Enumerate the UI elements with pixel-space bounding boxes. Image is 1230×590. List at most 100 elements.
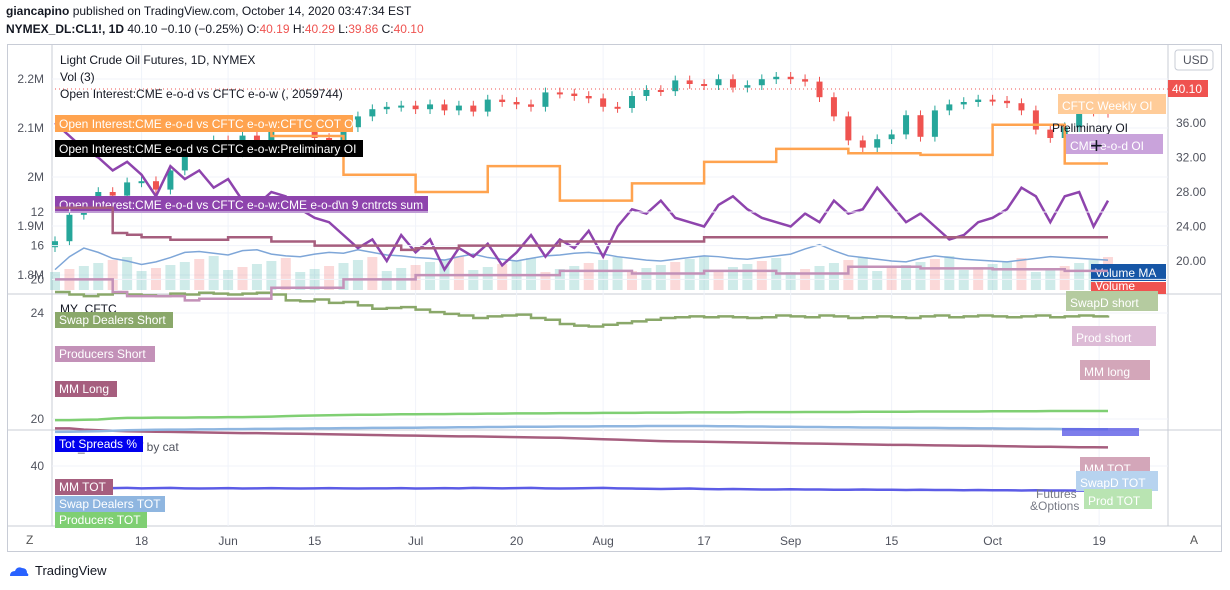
volume-bar [655, 265, 666, 290]
candle-body [556, 92, 563, 95]
volume-bar [814, 266, 825, 290]
volume-bar [338, 263, 349, 290]
candle-body [960, 102, 967, 105]
volume-ma-tag-bg [1091, 264, 1166, 281]
candle-body [600, 98, 607, 107]
cot-axis-label: 24 [31, 306, 45, 320]
chart-title: Light Crude Oil Futures, 1D, NYMEX [60, 53, 255, 67]
x-tick-label: 15 [885, 534, 899, 548]
swap-tot-legend: Swap Dealers TOT [59, 497, 161, 511]
volume-bar [670, 262, 681, 290]
volume-bar [756, 261, 767, 290]
candle-body [787, 76, 794, 80]
swapd-tot-tag: SwapD TOT [1080, 476, 1146, 490]
candle-body [470, 105, 477, 112]
volume-bar [266, 261, 277, 290]
swapd-short-tag-bg [1066, 291, 1158, 311]
x-tick-label: 15 [308, 534, 322, 548]
volume-bar [540, 272, 551, 290]
candle-body [672, 80, 679, 92]
futures-tag-line2: &Options [1030, 499, 1079, 513]
volume-bar [915, 262, 926, 290]
volume-bar [367, 257, 378, 290]
candle-body [124, 182, 131, 196]
candle-body [859, 140, 866, 148]
prod-short-tag: Prod short [1076, 331, 1132, 345]
volume-bar [280, 258, 291, 290]
volume-bar [987, 264, 998, 290]
x-tick-label: 20 [510, 534, 524, 548]
x-tick-label: Aug [592, 534, 613, 548]
mm-long-legend-bg [55, 381, 117, 397]
candle-body [253, 135, 260, 143]
cftc-weekly-tag: CFTC Weekly OI [1062, 99, 1152, 113]
candle-body [758, 79, 765, 86]
candle-body [52, 241, 58, 248]
left-axis-label: 1.9M [17, 219, 44, 233]
publish-info: giancapino published on TradingView.com,… [6, 4, 412, 18]
volume-bar [1016, 258, 1027, 290]
volume-bar [843, 260, 854, 290]
mm-tot-line [55, 427, 1109, 449]
tradingview-logo[interactable]: TradingView [8, 563, 107, 578]
volume-bar [324, 266, 335, 290]
swap-dealers-legend: Swap Dealers Short [59, 313, 166, 327]
volume-bar [295, 272, 306, 290]
volume-bar [107, 260, 118, 290]
candle-body [715, 79, 722, 86]
prod-short-tag-bg [1072, 326, 1156, 346]
volume-bar [179, 262, 190, 290]
volume-bar [828, 263, 839, 290]
candle-body [398, 105, 405, 108]
volume-bar [165, 265, 176, 290]
candle-body [427, 104, 434, 110]
volume-bar [194, 259, 205, 290]
volume-bar [872, 271, 883, 290]
right-axis-label: 20.00 [1176, 254, 1206, 268]
volume-bar [901, 265, 912, 290]
candle-body [1047, 129, 1054, 138]
candle-body [499, 99, 506, 102]
candle-body [1076, 106, 1083, 128]
candle-body [513, 102, 520, 105]
zoom-button[interactable]: Z [26, 533, 34, 547]
auto-scale-button[interactable]: A [1190, 533, 1199, 547]
volume-bar [1002, 261, 1013, 290]
volume-bar [857, 257, 868, 290]
right-axis-label: 32.00 [1176, 151, 1206, 165]
currency-button-bg [1174, 49, 1214, 71]
candle-body [1004, 100, 1011, 104]
producers-short-legend-bg [55, 346, 155, 362]
candle-body [845, 116, 852, 141]
volume-tag: Volume [1095, 279, 1135, 293]
volume-bar [251, 264, 262, 290]
candle-body [383, 106, 390, 110]
cme-sum-legend: Open Interest:CME e-o-d vs CFTC e-o-w:CM… [59, 198, 423, 212]
right-axis-label: 28.00 [1176, 185, 1206, 199]
candle-body [571, 93, 578, 96]
volume-bar [352, 260, 363, 290]
candle-body [903, 115, 910, 135]
candle-body [643, 90, 650, 96]
preliminary-legend-bg [55, 140, 363, 157]
chart-frame[interactable] [7, 44, 1222, 552]
producers-tot-line [55, 409, 1108, 422]
volume-bar [453, 256, 464, 290]
candle-body [802, 79, 809, 82]
left-axis-label: 1.8M [17, 268, 44, 282]
candle-body [455, 105, 462, 111]
cloud-logo-icon [10, 566, 29, 576]
cme-eod-oi-line [54, 122, 1110, 273]
candle-body [354, 116, 361, 128]
volume-bar [569, 266, 580, 290]
swapd-tot-tag-bg [1076, 471, 1158, 491]
currency-button: USD [1183, 53, 1209, 67]
candle-body [152, 181, 159, 190]
candle-body [614, 106, 621, 109]
tot-spreads-line [55, 486, 1109, 492]
preliminary-tag: Preliminary OI [1052, 121, 1128, 135]
mm-tot-legend: MM TOT [59, 480, 107, 494]
cot-axis-label: 16 [31, 239, 45, 253]
cot-axis-label: 12 [31, 205, 45, 219]
